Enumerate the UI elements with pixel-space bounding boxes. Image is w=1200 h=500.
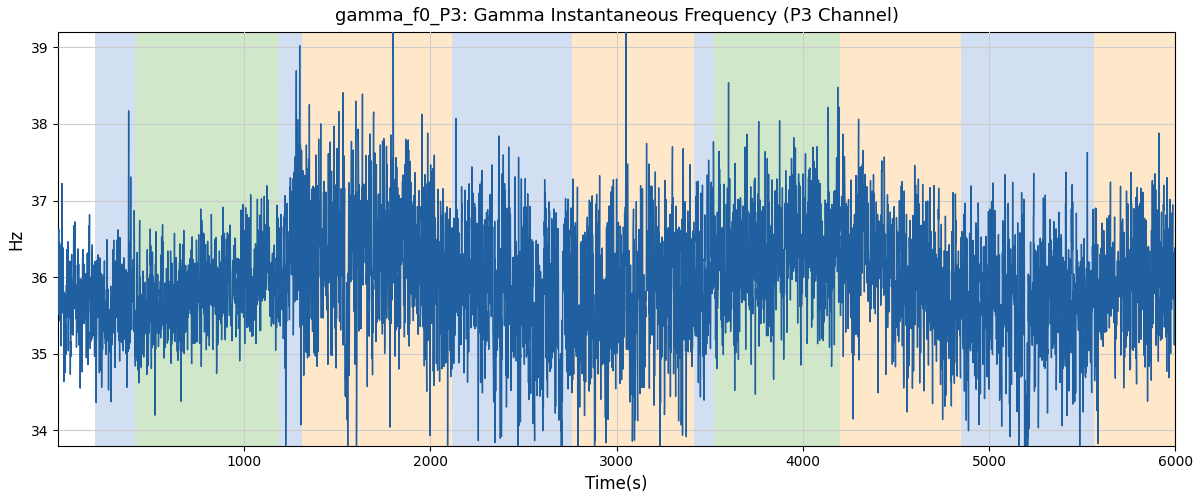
Bar	[1114, 32, 1176, 446]
Bar	[302, 32, 452, 446]
Bar	[572, 32, 694, 446]
Bar	[452, 32, 572, 446]
Bar	[694, 32, 714, 446]
Bar	[961, 32, 1093, 446]
Bar	[95, 32, 136, 446]
Bar	[840, 32, 961, 446]
Y-axis label: Hz: Hz	[7, 228, 25, 250]
Bar	[136, 32, 278, 446]
Bar	[278, 32, 302, 446]
Bar	[714, 32, 840, 446]
Title: gamma_f0_P3: Gamma Instantaneous Frequency (P3 Channel): gamma_f0_P3: Gamma Instantaneous Frequen…	[335, 7, 899, 25]
Bar	[1093, 32, 1114, 446]
X-axis label: Time(s): Time(s)	[586, 475, 648, 493]
